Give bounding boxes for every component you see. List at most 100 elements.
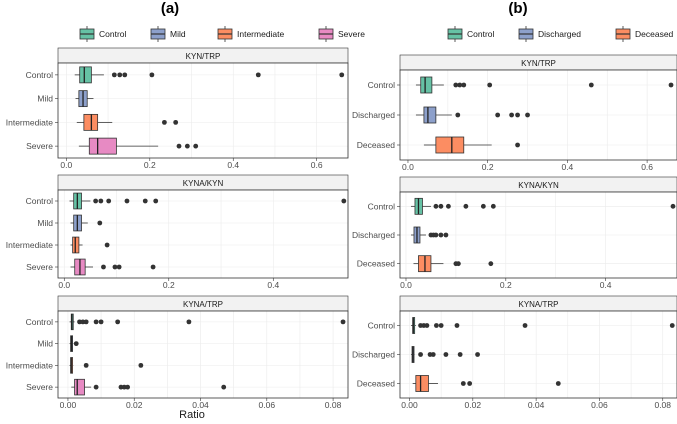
- category-label-control: Control: [368, 321, 396, 331]
- outlier-point: [98, 319, 104, 325]
- category-label-mild: Mild: [37, 339, 53, 349]
- box-body: [423, 106, 437, 124]
- x-tick-label: 0.04: [528, 400, 545, 410]
- facet-b-kyna-trp: KYNA/TRP Control Discharged Deceased 0.00 0.0…: [352, 295, 677, 410]
- category-label-control: Control: [26, 196, 54, 206]
- outlier-point: [176, 143, 182, 149]
- box-body: [74, 378, 85, 396]
- x-tick-label: 0.00: [401, 400, 418, 410]
- outlier-point: [438, 323, 444, 328]
- x-tick-label: 0.2: [500, 280, 512, 290]
- box-severe: [78, 137, 199, 155]
- outlier-point: [446, 203, 451, 209]
- x-tick-label: 0.0: [400, 280, 412, 290]
- category-label-control: Control: [26, 70, 54, 80]
- panel-b: Control Discharged Deceased KYN/TRP Control D…: [352, 26, 677, 410]
- box-control: [69, 192, 347, 210]
- outlier-point: [142, 198, 148, 204]
- box-mild: [70, 214, 103, 232]
- box-intermediate: [76, 113, 179, 131]
- outlier-point: [111, 72, 117, 78]
- x-tick-label: 0.2: [482, 162, 494, 172]
- category-label-discharged: Discharged: [352, 230, 395, 240]
- outlier-point: [93, 384, 99, 390]
- box-deceased: [423, 136, 520, 154]
- x-tick-label: 0.4: [227, 160, 239, 170]
- category-label-severe: Severe: [26, 382, 53, 392]
- outlier-point: [525, 112, 530, 118]
- category-label-severe: Severe: [26, 141, 53, 151]
- box-mild: [69, 335, 79, 352]
- category-label-control: Control: [368, 80, 396, 90]
- facet-title: KYN/TRP: [186, 52, 221, 61]
- x-tick-label: 0.2: [144, 160, 156, 170]
- category-label-control: Control: [368, 201, 396, 211]
- facet-b-kyna-kyn: KYNA/KYN Control Discharged Deceased 0.0 0.2 0…: [352, 176, 677, 290]
- facet-title: KYNA/KYN: [518, 181, 559, 190]
- outlier-point: [670, 203, 676, 209]
- outlier-point: [434, 323, 439, 328]
- legend-label-mild: Mild: [170, 29, 186, 39]
- outlier-point: [186, 319, 192, 325]
- box-control: [411, 317, 675, 334]
- outlier-point: [457, 82, 463, 88]
- legend-item-deceased: Deceased: [615, 26, 674, 42]
- outlier-point: [117, 72, 123, 78]
- outlier-point: [454, 323, 460, 328]
- panel-border: [399, 69, 677, 161]
- box-body: [88, 137, 117, 155]
- category-label-intermediate: Intermediate: [6, 360, 54, 370]
- legend-item-intermediate: Intermediate: [217, 26, 285, 42]
- outlier-point: [424, 323, 430, 328]
- panel-a: Control Mild Intermediate Severe KYN/TRP Cont…: [6, 26, 365, 410]
- x-tick-label: 0.0: [58, 280, 70, 290]
- panel-a-label: (a): [161, 0, 179, 17]
- box-control: [410, 197, 676, 215]
- x-tick-label: 0.04: [192, 400, 209, 410]
- outlier-point: [173, 119, 179, 125]
- panel-b-label: (b): [508, 0, 527, 17]
- outlier-point: [457, 352, 463, 357]
- outlier-point: [149, 72, 155, 78]
- outlier-point: [495, 112, 501, 118]
- facet-title: KYNA/KYN: [183, 179, 224, 188]
- outlier-point: [83, 319, 89, 325]
- legend-label-discharged: Discharged: [538, 29, 581, 39]
- category-label-intermediate: Intermediate: [6, 117, 54, 127]
- category-label-discharged: Discharged: [352, 110, 395, 120]
- box-body: [435, 136, 465, 154]
- category-label-deceased: Deceased: [357, 379, 396, 389]
- outlier-point: [150, 264, 156, 270]
- outlier-point: [116, 264, 122, 270]
- outlier-point: [83, 362, 89, 368]
- outlier-point: [555, 381, 561, 386]
- category-label-deceased: Deceased: [357, 140, 396, 150]
- x-tick-label: 0.00: [60, 400, 77, 410]
- outlier-point: [121, 384, 127, 390]
- facet-title: KYN/TRP: [521, 59, 556, 68]
- category-label-intermediate: Intermediate: [6, 240, 54, 250]
- x-tick-label: 0.02: [126, 400, 143, 410]
- outlier-point: [221, 384, 227, 390]
- legend-label-control: Control: [467, 29, 495, 39]
- outlier-point: [339, 72, 345, 78]
- facet-a-kyn-trp: KYN/TRP Control Mild Intermediate Severe 0.0 0…: [6, 47, 349, 170]
- panel-border: [399, 191, 677, 279]
- box-deceased: [413, 255, 494, 273]
- box-intermediate: [69, 357, 144, 374]
- outlier-point: [443, 232, 449, 238]
- outlier-point: [118, 384, 124, 390]
- outlier-point: [101, 264, 106, 270]
- outlier-point: [115, 319, 121, 325]
- outlier-point: [588, 82, 594, 88]
- legend-a: Control Mild Intermediate Severe: [79, 26, 365, 42]
- panel-border: [57, 310, 349, 399]
- x-tick-label: 0.4: [600, 280, 612, 290]
- outlier-point: [433, 203, 439, 209]
- category-label-control: Control: [26, 317, 54, 327]
- box-discharged: [410, 226, 449, 244]
- legend-label-severe: Severe: [338, 29, 365, 39]
- legend-b: Control Discharged Deceased: [447, 26, 674, 42]
- outlier-point: [93, 198, 99, 204]
- category-label-mild: Mild: [37, 218, 53, 228]
